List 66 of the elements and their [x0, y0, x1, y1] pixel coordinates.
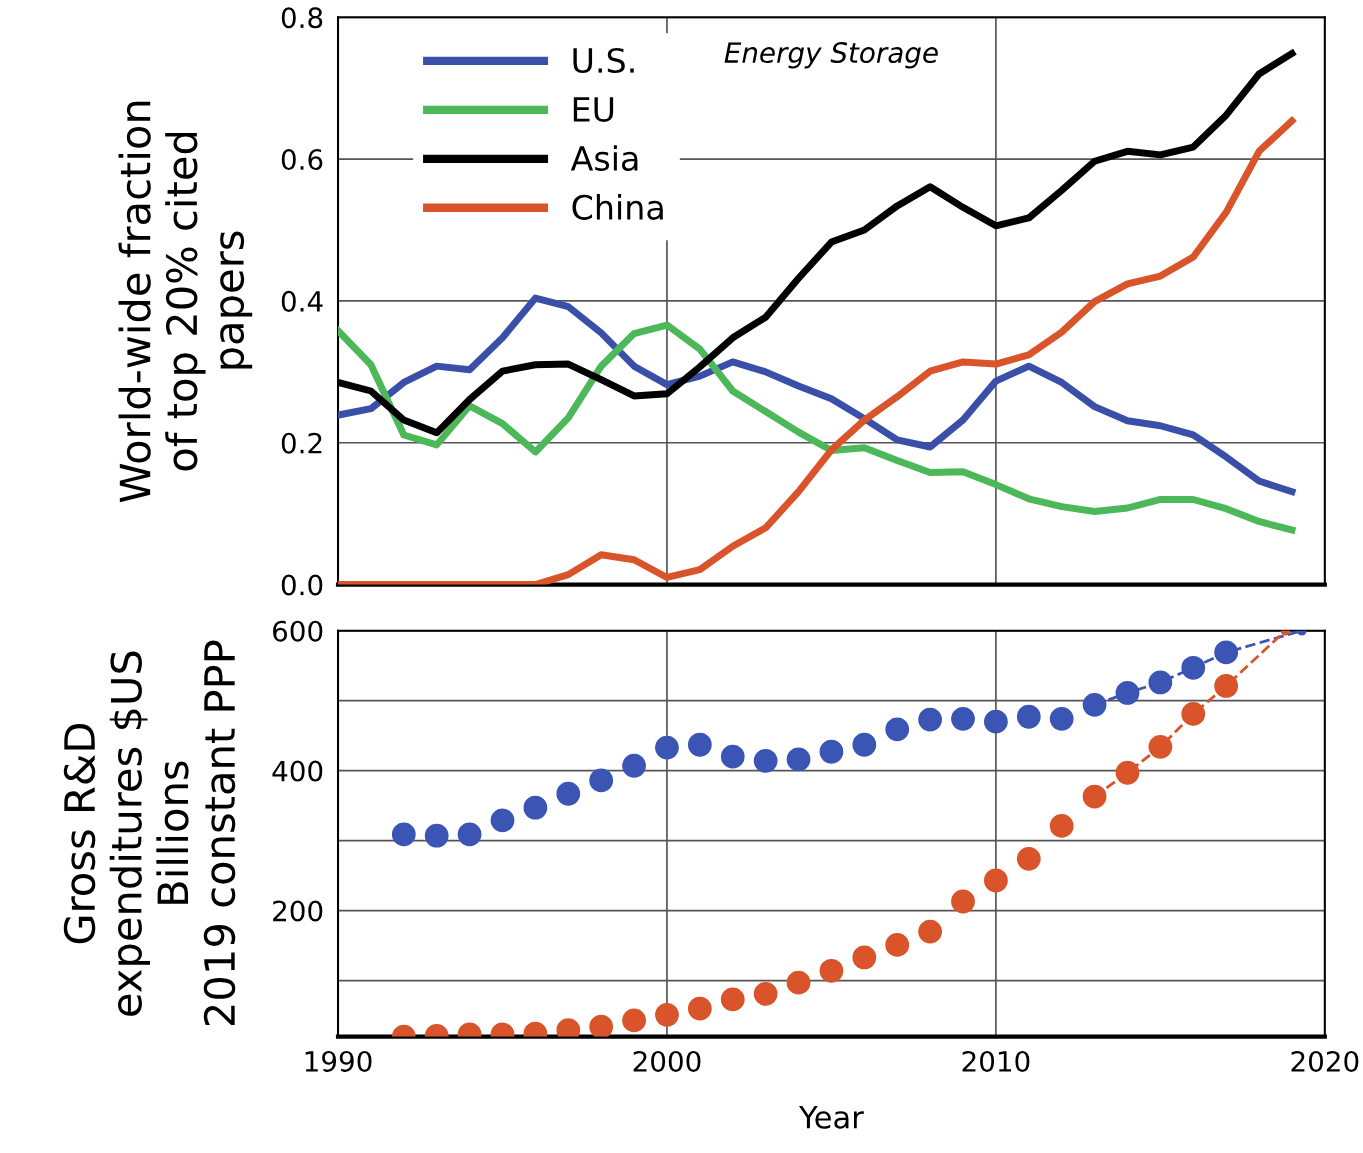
- point: [819, 739, 844, 764]
- point: [391, 822, 416, 847]
- y-axis-title: World-wide fraction of top 20% cited papers: [118, 101, 253, 503]
- y-axis-title: Gross R&D expenditures $US Billions 2019 constant PPP: [63, 640, 236, 1026]
- point: [1115, 760, 1140, 785]
- point: [1148, 734, 1173, 759]
- point: [523, 795, 548, 820]
- x-tick-label: 1990: [305, 1050, 372, 1072]
- point: [885, 932, 910, 957]
- point: [984, 868, 1008, 893]
- point: [819, 958, 844, 983]
- point: [951, 889, 975, 914]
- point: [655, 1002, 679, 1027]
- point: [589, 1014, 614, 1037]
- x-axis-title: Year: [799, 1106, 864, 1129]
- y-tick-label: 400: [272, 760, 323, 782]
- point: [753, 981, 778, 1006]
- y-tick-label: 200: [273, 900, 323, 922]
- x-tick-label: 2020: [1291, 1050, 1359, 1072]
- y-tick-label: 0.2: [281, 432, 322, 454]
- point: [1115, 681, 1140, 705]
- point: [1148, 670, 1173, 695]
- point: [687, 732, 712, 757]
- point: [490, 808, 515, 833]
- point: [1214, 674, 1239, 698]
- y-tick-label: 0.0: [281, 574, 323, 596]
- point: [1181, 655, 1206, 680]
- y-tick-label: 600: [273, 620, 323, 642]
- point: [786, 747, 811, 772]
- point: [852, 945, 877, 970]
- point: [720, 987, 745, 1012]
- point: [424, 823, 449, 848]
- y-tick-label: 0.8: [281, 7, 323, 29]
- point: [918, 707, 943, 732]
- x-tick-label: 2000: [633, 1050, 701, 1072]
- point: [622, 753, 646, 778]
- point: [556, 781, 581, 806]
- point: [1082, 784, 1107, 809]
- point: [589, 768, 614, 793]
- point: [720, 744, 745, 769]
- point: [457, 822, 482, 847]
- point: [1082, 692, 1107, 717]
- point: [1214, 640, 1239, 665]
- point: [885, 717, 910, 742]
- point: [918, 919, 943, 944]
- point: [786, 970, 811, 995]
- point: [1181, 702, 1206, 726]
- y-tick-label: 0.6: [281, 149, 323, 171]
- legend-label: U.S.: [573, 47, 634, 74]
- point: [984, 709, 1008, 734]
- point: [655, 735, 679, 760]
- point: [1016, 846, 1041, 871]
- legend-label: Asia: [570, 145, 638, 171]
- point: [852, 732, 877, 757]
- point: [753, 748, 778, 773]
- legend-label: EU: [573, 97, 614, 123]
- annotation: Energy Storage: [724, 42, 938, 69]
- point: [622, 1008, 646, 1033]
- x-tick-label: 2010: [962, 1050, 1030, 1072]
- point: [951, 706, 975, 731]
- point: [1049, 706, 1074, 731]
- point: [1016, 704, 1041, 729]
- point: [687, 996, 712, 1021]
- legend-label: China: [572, 194, 663, 220]
- y-tick-label: 0.4: [281, 290, 323, 312]
- point: [1049, 814, 1074, 838]
